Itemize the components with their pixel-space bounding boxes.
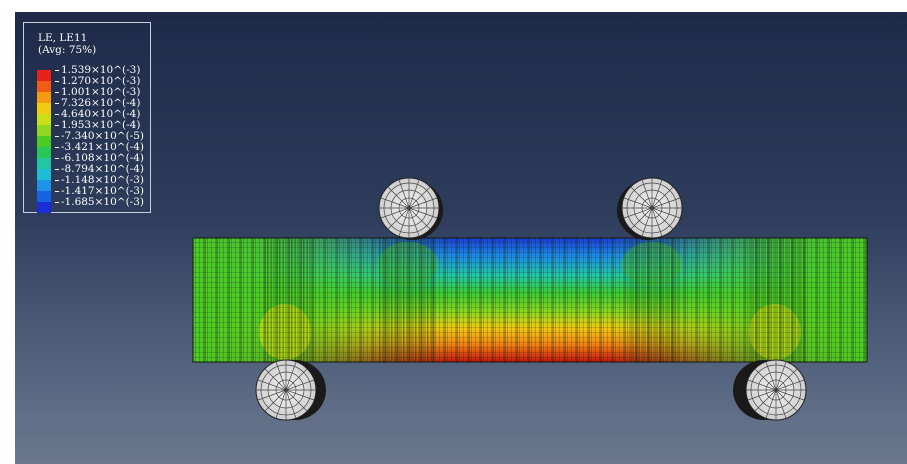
legend-swatch — [37, 180, 51, 191]
legend-value: -6.108×10^(-4) — [55, 153, 144, 164]
legend-color-bar — [37, 70, 51, 213]
legend-swatch — [37, 191, 51, 202]
legend-swatch — [37, 169, 51, 180]
legend-swatch — [37, 114, 51, 125]
legend-value: 1.953×10^(-4) — [55, 120, 144, 131]
legend-subtitle: (Avg: 75%) — [38, 44, 97, 56]
legend-value: -1.685×10^(-3) — [55, 197, 144, 208]
legend-swatch — [37, 202, 51, 213]
top-left-roller[interactable] — [378, 177, 443, 240]
legend-swatch — [37, 92, 51, 103]
legend-swatch — [37, 125, 51, 136]
legend-value: 7.326×10^(-4) — [55, 98, 144, 109]
legend-value: 1.001×10^(-3) — [55, 87, 144, 98]
legend-value: -3.421×10^(-4) — [55, 142, 144, 153]
contour-legend: LE, LE11 (Avg: 75%) 1.539×10^(-3) 1.270×1… — [23, 22, 151, 213]
legend-value: -8.794×10^(-4) — [55, 164, 144, 175]
viewport[interactable]: LE, LE11 (Avg: 75%) 1.539×10^(-3) 1.270×1… — [15, 12, 907, 464]
bottom-right-roller[interactable] — [733, 359, 807, 421]
legend-value: -1.417×10^(-3) — [55, 186, 144, 197]
legend-value: -1.148×10^(-3) — [55, 175, 144, 186]
legend-swatch — [37, 147, 51, 158]
model-canvas[interactable] — [15, 12, 907, 464]
legend-value: -7.340×10^(-5) — [55, 131, 144, 142]
legend-values: 1.539×10^(-3) 1.270×10^(-3) 1.001×10^(-3) 7… — [55, 65, 144, 208]
mesh-lines — [192, 238, 866, 362]
legend-swatch — [37, 70, 51, 81]
legend-swatch — [37, 81, 51, 92]
legend-value: 1.539×10^(-3) — [55, 65, 144, 76]
bottom-left-roller[interactable] — [255, 359, 326, 421]
fringe-plot-beam[interactable] — [192, 237, 868, 363]
legend-value: 1.270×10^(-3) — [55, 76, 144, 87]
legend-value: 4.640×10^(-4) — [55, 109, 144, 120]
legend-swatch — [37, 103, 51, 114]
legend-swatch — [37, 136, 51, 147]
legend-title: LE, LE11 — [38, 32, 88, 44]
legend-swatch — [37, 158, 51, 169]
top-right-roller[interactable] — [617, 177, 683, 240]
